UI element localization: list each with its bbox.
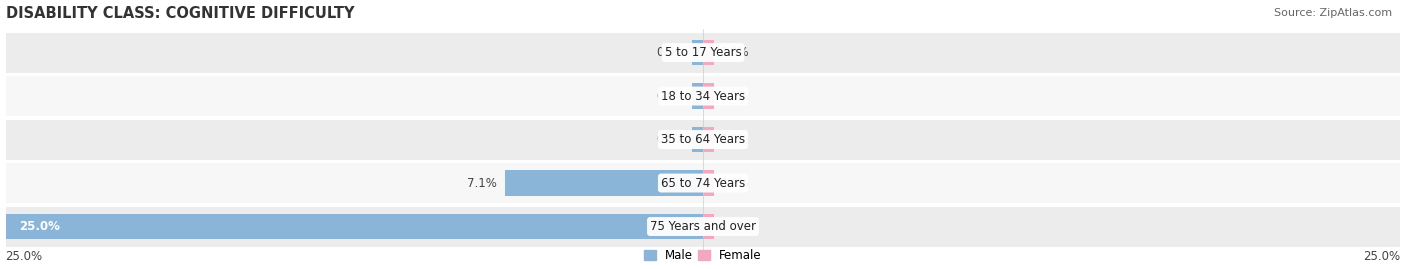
Text: 0.0%: 0.0% [720, 46, 749, 59]
Text: 18 to 34 Years: 18 to 34 Years [661, 90, 745, 102]
Text: 25.0%: 25.0% [20, 220, 60, 233]
Text: 0.0%: 0.0% [657, 46, 686, 59]
Text: 35 to 64 Years: 35 to 64 Years [661, 133, 745, 146]
Bar [703, 171, 714, 196]
Bar [703, 40, 714, 65]
Text: Source: ZipAtlas.com: Source: ZipAtlas.com [1274, 8, 1392, 18]
Bar [6, 76, 1400, 116]
Text: DISABILITY CLASS: COGNITIVE DIFFICULTY: DISABILITY CLASS: COGNITIVE DIFFICULTY [6, 6, 354, 20]
Text: 0.0%: 0.0% [720, 90, 749, 102]
Bar [6, 33, 1400, 73]
Bar [6, 214, 703, 239]
Bar [703, 127, 714, 152]
Text: 7.1%: 7.1% [467, 176, 496, 190]
Text: 0.0%: 0.0% [657, 90, 686, 102]
Bar [6, 207, 1400, 246]
Bar [6, 119, 1400, 160]
Text: 0.0%: 0.0% [720, 220, 749, 233]
Bar [692, 83, 703, 109]
Bar [692, 40, 703, 65]
Bar [703, 83, 714, 109]
Text: 25.0%: 25.0% [6, 250, 42, 263]
Bar [692, 127, 703, 152]
Text: 0.0%: 0.0% [720, 133, 749, 146]
Bar [505, 171, 703, 196]
Text: 5 to 17 Years: 5 to 17 Years [665, 46, 741, 59]
Text: 0.0%: 0.0% [720, 176, 749, 190]
Bar [6, 163, 1400, 203]
Text: 65 to 74 Years: 65 to 74 Years [661, 176, 745, 190]
Bar [703, 214, 714, 239]
Text: 25.0%: 25.0% [1364, 250, 1400, 263]
Text: 75 Years and over: 75 Years and over [650, 220, 756, 233]
Text: 0.0%: 0.0% [657, 133, 686, 146]
Legend: Male, Female: Male, Female [644, 249, 762, 262]
